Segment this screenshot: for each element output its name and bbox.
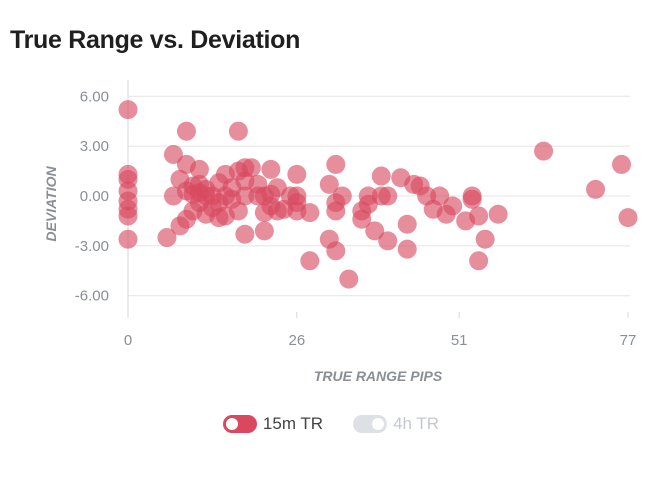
data-point	[261, 159, 281, 179]
data-point	[254, 221, 274, 241]
data-point	[157, 228, 177, 248]
x-tick-label: 26	[288, 332, 305, 349]
data-point	[475, 229, 495, 249]
y-tick-label: 6.00	[80, 88, 109, 105]
data-point	[228, 121, 248, 141]
data-point	[300, 251, 320, 271]
data-point	[397, 214, 417, 234]
data-point	[176, 121, 196, 141]
data-point	[300, 203, 320, 223]
y-tick-label: 0.00	[80, 188, 109, 205]
data-point	[332, 186, 352, 206]
data-point	[586, 179, 606, 199]
data-point	[469, 206, 489, 226]
data-point	[326, 201, 346, 221]
data-point	[118, 229, 138, 249]
y-tick-label: -6.00	[75, 288, 109, 305]
data-point	[612, 154, 632, 174]
data-point	[163, 144, 183, 164]
data-point	[339, 269, 359, 289]
data-point	[469, 251, 489, 271]
legend-item-4h-tr[interactable]: 4h TR	[353, 414, 439, 434]
y-axis-title: DEVIATION	[43, 166, 59, 242]
data-point	[118, 206, 138, 226]
data-point	[378, 186, 398, 206]
legend-label-15m-tr: 15m TR	[262, 414, 324, 433]
data-point	[235, 224, 255, 244]
legend-label-4h-tr: 4h TR	[393, 414, 440, 433]
data-point	[319, 174, 339, 194]
legend-toggle-15m-tr[interactable]	[222, 415, 257, 433]
y-tick-label: -3.00	[75, 238, 109, 255]
chart-title: True Range vs. Deviation	[10, 26, 301, 54]
scatter-chart: 0 26 51 77 6.00 3.00 0.00 -3.00 -6.00 TRUE RANGE …	[43, 80, 638, 384]
data-point	[228, 201, 248, 221]
data-point	[371, 166, 391, 186]
data-point	[378, 231, 398, 251]
data-point	[430, 186, 450, 206]
data-point	[287, 164, 307, 184]
data-point	[241, 158, 261, 178]
data-point	[534, 141, 554, 161]
data-point	[118, 100, 138, 120]
chart-legend: 15m TR 4h TR	[0, 414, 662, 434]
x-tick-label: 51	[451, 332, 468, 349]
legend-toggle-4h-tr[interactable]	[353, 415, 388, 433]
data-point	[189, 159, 209, 179]
x-tick-label: 0	[124, 332, 132, 349]
legend-toggle-knob-15m-tr	[225, 418, 238, 430]
data-point	[443, 196, 463, 216]
y-tick-label: 3.00	[80, 138, 109, 155]
x-axis-title: TRUE RANGE PIPS	[314, 368, 443, 384]
data-point	[352, 209, 372, 229]
data-point	[365, 221, 385, 241]
data-point	[235, 186, 255, 206]
data-point	[618, 208, 638, 228]
data-point	[326, 241, 346, 261]
legend-item-15m-tr[interactable]: 15m TR	[222, 414, 324, 434]
data-point	[488, 204, 508, 224]
data-point	[326, 154, 346, 174]
data-point	[397, 239, 417, 259]
legend-toggle-knob-4h-tr	[372, 418, 385, 430]
data-point	[462, 189, 482, 209]
x-tick-label: 77	[620, 332, 637, 349]
